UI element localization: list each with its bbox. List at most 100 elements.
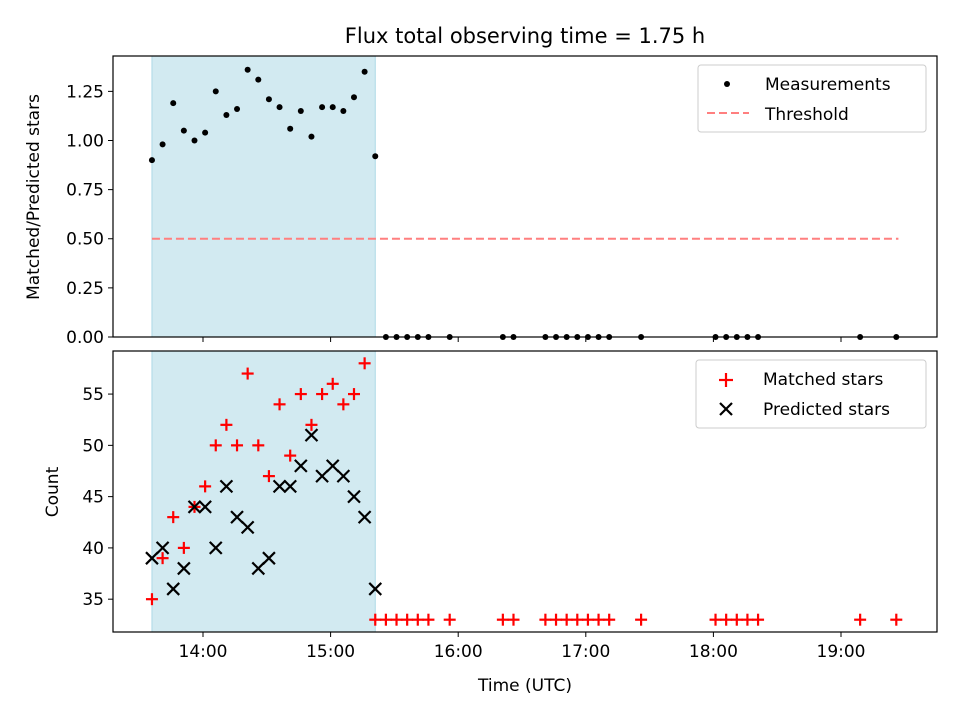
predicted-marker-b bbox=[262, 551, 276, 565]
predicted-marker-b bbox=[166, 582, 181, 596]
predicted-star-point bbox=[315, 469, 329, 483]
y-tick-label: 35 bbox=[82, 590, 104, 610]
predicted-marker-b bbox=[240, 520, 255, 535]
measurement-point bbox=[297, 108, 304, 115]
predicted-star-point bbox=[347, 489, 361, 504]
predicted-star-point bbox=[208, 541, 223, 555]
legend-predicted-marker bbox=[719, 402, 733, 416]
measurement-point bbox=[265, 96, 272, 103]
matched-star-point bbox=[231, 439, 244, 452]
predicted-star-point bbox=[230, 510, 244, 524]
predicted-marker-b bbox=[187, 500, 202, 514]
y-tick-label: 50 bbox=[82, 436, 104, 456]
measurement-point bbox=[276, 104, 283, 111]
predicted-marker-b bbox=[145, 551, 159, 565]
predicted-star-point bbox=[187, 500, 202, 514]
measurement-point bbox=[350, 94, 357, 101]
predicted-star-point bbox=[262, 551, 276, 565]
matched-star-point bbox=[209, 439, 222, 452]
x-axis-label: Time (UTC) bbox=[477, 676, 572, 696]
measurement-point bbox=[319, 104, 326, 111]
bottom-legend: Matched stars Predicted stars bbox=[695, 359, 927, 429]
matched-star-point bbox=[156, 552, 169, 565]
matched-star-point bbox=[358, 357, 371, 370]
predicted-star-point bbox=[325, 459, 340, 473]
matched-star-point bbox=[709, 613, 722, 626]
matched-star-point bbox=[379, 613, 392, 626]
y-tick-label: 55 bbox=[82, 385, 104, 405]
matched-star-point bbox=[443, 613, 456, 626]
matched-star-point bbox=[854, 613, 867, 626]
matched-star-point bbox=[581, 613, 594, 626]
top-y-axis-label: Matched/Predicted stars bbox=[24, 94, 44, 300]
x-tick-label: 16:00 bbox=[434, 642, 483, 662]
matched-star-point bbox=[635, 613, 648, 626]
measurement-point bbox=[308, 133, 315, 140]
bottom-y-axis-label: Count bbox=[43, 466, 63, 517]
matched-star-point bbox=[273, 398, 286, 411]
matched-star-point bbox=[145, 593, 158, 606]
y-tick-label: 45 bbox=[82, 488, 104, 508]
measurement-point bbox=[212, 88, 219, 95]
measurement-point bbox=[340, 108, 347, 115]
shaded-interval bbox=[151, 350, 376, 633]
predicted-marker-b bbox=[219, 479, 234, 494]
predicted-marker-b bbox=[325, 459, 340, 473]
bottom-legend-frame bbox=[695, 359, 927, 429]
predicted-star-point bbox=[251, 561, 266, 576]
matched-star-point bbox=[720, 613, 733, 626]
matched-star-point bbox=[411, 613, 424, 626]
top-plot-frame bbox=[112, 55, 938, 338]
y-tick-label: 0.50 bbox=[66, 230, 104, 250]
predicted-star-point bbox=[294, 459, 308, 473]
x-tick-label: 19:00 bbox=[817, 642, 866, 662]
measurement-point bbox=[223, 111, 230, 118]
x-tick-label: 18:00 bbox=[689, 642, 738, 662]
bottom-panel: 35 40 45 50 55 14:00 15:00 16:00 17:00 18:00 19:0… bbox=[43, 350, 938, 696]
measurement-point bbox=[148, 157, 155, 164]
matched-star-point bbox=[284, 449, 297, 462]
predicted-marker-b bbox=[251, 561, 266, 576]
predicted-marker-b bbox=[357, 510, 372, 524]
matched-star-point bbox=[199, 480, 212, 493]
matched-star-point bbox=[603, 613, 616, 626]
matched-star-point bbox=[752, 613, 765, 626]
shaded-interval bbox=[151, 55, 376, 338]
predicted-marker-b bbox=[208, 541, 223, 555]
predicted-marker-b bbox=[272, 479, 287, 494]
measurement-point bbox=[234, 106, 241, 113]
legend-measurements-marker bbox=[724, 81, 730, 87]
measurement-point bbox=[329, 104, 336, 111]
measurement-point bbox=[361, 68, 368, 75]
predicted-star-point bbox=[336, 469, 351, 483]
predicted-marker-b bbox=[347, 489, 361, 504]
predicted-marker-b bbox=[336, 469, 351, 483]
top-legend: Measurements Threshold bbox=[697, 64, 927, 133]
measurement-point bbox=[202, 129, 209, 136]
matched-star-point bbox=[167, 511, 180, 524]
matched-star-point bbox=[422, 613, 435, 626]
matched-star-point bbox=[741, 613, 754, 626]
matched-star-point bbox=[220, 418, 233, 431]
measurement-point bbox=[287, 125, 294, 132]
legend-measurements-label: Measurements bbox=[765, 75, 891, 95]
predicted-marker-b bbox=[198, 500, 212, 514]
legend-threshold-label: Threshold bbox=[764, 105, 849, 125]
legend-matched-label: Matched stars bbox=[763, 370, 883, 390]
predicted-star-point bbox=[357, 510, 372, 524]
measurement-point bbox=[180, 127, 187, 134]
top-panel: 0.00 0.25 0.50 0.75 1.00 1.25 Matched/Predict… bbox=[24, 55, 938, 348]
legend-matched-marker bbox=[719, 373, 733, 387]
predicted-marker-b bbox=[283, 479, 297, 494]
x-tick-label: 15:00 bbox=[306, 642, 355, 662]
predicted-star-point bbox=[272, 479, 287, 494]
y-tick-label: 0.75 bbox=[66, 181, 104, 201]
legend-predicted-label: Predicted stars bbox=[763, 400, 890, 420]
predicted-star-point bbox=[219, 479, 234, 494]
matched-star-point bbox=[401, 613, 414, 626]
y-tick-label: 40 bbox=[82, 539, 104, 559]
predicted-star-point bbox=[283, 479, 297, 494]
y-tick-label: 0.25 bbox=[66, 279, 104, 299]
matched-star-point bbox=[241, 367, 254, 380]
